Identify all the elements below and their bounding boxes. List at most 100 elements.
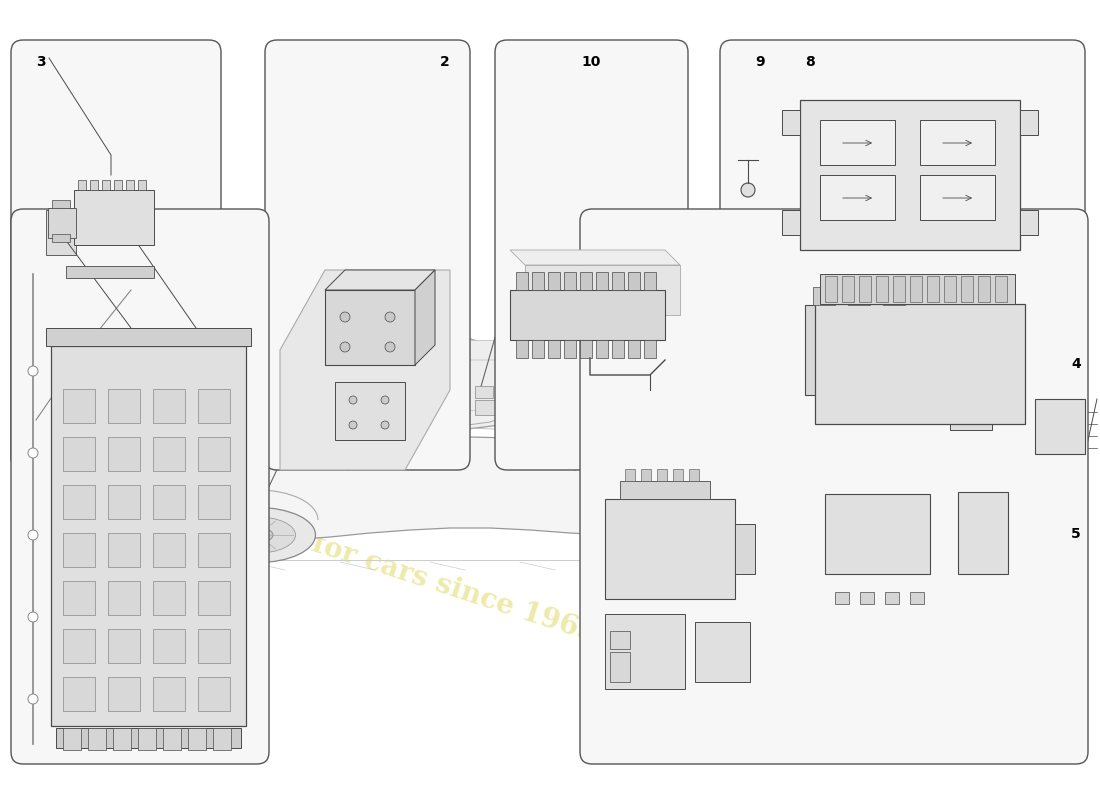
Bar <box>815 304 1025 424</box>
Bar <box>108 629 140 663</box>
Bar <box>153 677 185 711</box>
Bar <box>188 728 206 750</box>
Polygon shape <box>160 422 310 507</box>
Bar <box>305 379 330 395</box>
Bar <box>108 485 140 519</box>
Circle shape <box>349 396 358 404</box>
Bar <box>153 533 185 567</box>
Bar <box>628 340 640 358</box>
Bar <box>153 437 185 471</box>
Bar <box>52 234 70 242</box>
Bar <box>548 340 560 358</box>
Bar <box>102 180 110 190</box>
Bar <box>516 272 528 290</box>
Bar <box>213 728 231 750</box>
Bar <box>782 210 800 235</box>
Bar <box>920 175 996 220</box>
FancyBboxPatch shape <box>265 40 470 470</box>
Bar <box>63 485 95 519</box>
Bar <box>1020 210 1038 235</box>
Bar <box>805 305 915 395</box>
Bar <box>63 437 95 471</box>
Bar <box>502 403 517 415</box>
Bar <box>198 533 230 567</box>
Bar <box>835 592 849 604</box>
Ellipse shape <box>661 528 698 546</box>
Text: 5: 5 <box>1071 527 1081 541</box>
Bar <box>114 180 122 190</box>
Bar <box>198 581 230 615</box>
Bar <box>605 614 685 689</box>
Bar <box>138 180 146 190</box>
Bar <box>78 180 86 190</box>
Bar <box>813 287 835 305</box>
Bar <box>324 290 415 365</box>
Bar <box>475 386 493 398</box>
Bar <box>153 485 185 519</box>
Bar <box>52 200 70 208</box>
Bar <box>920 120 996 165</box>
Bar <box>800 100 1020 250</box>
Bar <box>820 175 895 220</box>
Bar <box>641 469 651 481</box>
Bar <box>1020 110 1038 135</box>
Text: 9: 9 <box>756 55 764 69</box>
Bar <box>978 276 990 302</box>
Bar <box>108 677 140 711</box>
FancyBboxPatch shape <box>495 40 688 470</box>
Bar <box>1035 399 1085 454</box>
Bar <box>859 276 871 302</box>
Bar <box>695 622 750 682</box>
Bar <box>198 389 230 423</box>
Bar <box>886 592 899 604</box>
Circle shape <box>340 312 350 322</box>
Circle shape <box>385 312 395 322</box>
Ellipse shape <box>220 517 296 553</box>
Bar <box>950 398 992 430</box>
Text: 6: 6 <box>666 617 674 631</box>
Bar <box>893 276 905 302</box>
Bar <box>51 346 246 726</box>
Bar <box>564 272 576 290</box>
Text: 2: 2 <box>440 55 450 69</box>
Bar <box>596 340 608 358</box>
Polygon shape <box>324 270 435 290</box>
Bar <box>336 382 405 440</box>
Bar <box>940 342 988 380</box>
Bar <box>673 469 683 481</box>
Bar <box>944 276 956 302</box>
Text: 4: 4 <box>1071 357 1081 371</box>
Bar <box>628 272 640 290</box>
Bar <box>860 592 875 604</box>
Bar <box>657 469 667 481</box>
FancyBboxPatch shape <box>11 40 221 470</box>
Bar <box>66 266 154 278</box>
Bar <box>198 437 230 471</box>
Bar <box>958 492 1008 574</box>
Ellipse shape <box>200 507 316 562</box>
Polygon shape <box>280 270 450 470</box>
Bar <box>532 340 544 358</box>
Polygon shape <box>160 477 182 510</box>
Polygon shape <box>46 210 76 255</box>
Polygon shape <box>510 250 680 265</box>
Bar <box>108 533 140 567</box>
Text: 8: 8 <box>805 55 815 69</box>
Circle shape <box>28 612 38 622</box>
Bar <box>56 728 241 748</box>
Bar <box>782 110 800 135</box>
Bar <box>108 437 140 471</box>
Bar <box>564 340 576 358</box>
Text: 3: 3 <box>36 55 46 69</box>
Bar <box>825 276 837 302</box>
Bar <box>644 340 656 358</box>
Circle shape <box>28 448 38 458</box>
Bar <box>510 290 666 340</box>
Bar <box>820 120 895 165</box>
Bar <box>163 728 182 750</box>
Polygon shape <box>320 330 518 428</box>
Bar <box>644 272 656 290</box>
FancyBboxPatch shape <box>11 209 270 764</box>
Bar <box>74 190 154 245</box>
Bar <box>198 629 230 663</box>
